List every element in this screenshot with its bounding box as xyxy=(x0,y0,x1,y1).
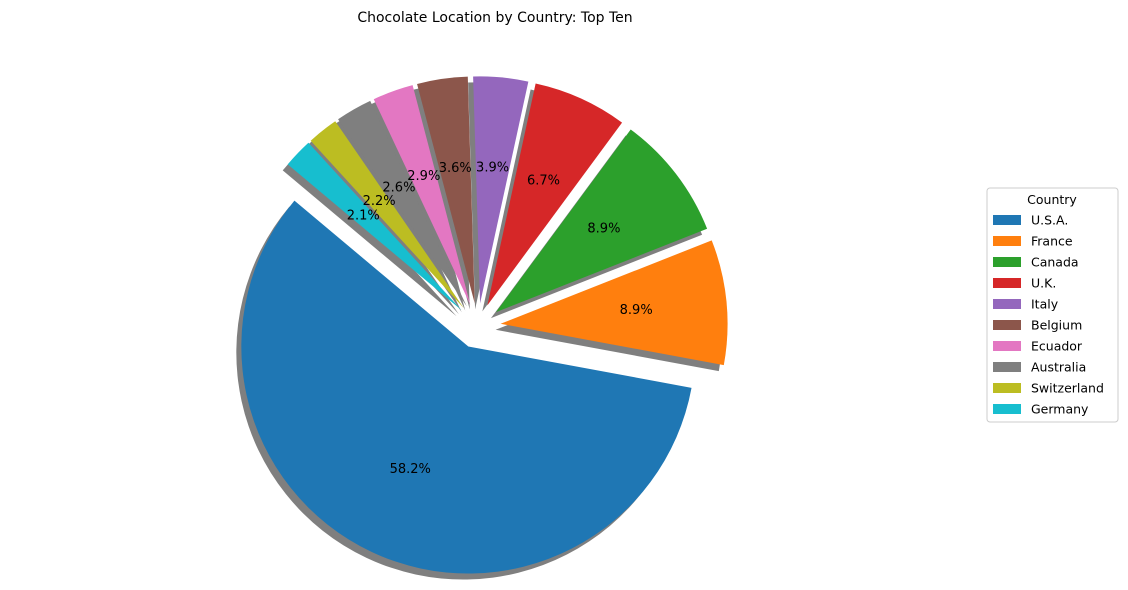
legend-label-ecuador: Ecuador xyxy=(1031,339,1083,354)
percent-label-belgium: 3.6% xyxy=(439,161,472,176)
legend-title: Country xyxy=(1027,192,1077,207)
percent-label-u-s-a: 58.2% xyxy=(390,462,431,477)
chart-title: Chocolate Location by Country: Top Ten xyxy=(357,10,632,26)
percent-label-france: 8.9% xyxy=(620,303,653,318)
legend-swatch-italy xyxy=(993,299,1021,309)
slice-germany xyxy=(287,142,462,311)
legend-label-germany: Germany xyxy=(1031,402,1089,417)
percent-label-ecuador: 2.9% xyxy=(407,169,440,184)
pie-slices xyxy=(241,76,728,574)
legend-swatch-canada xyxy=(993,257,1021,267)
slice-switzerland xyxy=(310,121,464,309)
percent-label-germany: 2.1% xyxy=(347,209,380,224)
percent-label-switzerland: 2.2% xyxy=(363,194,396,209)
slice-u-s-a xyxy=(241,200,692,574)
slice-belgium xyxy=(417,76,475,304)
legend-swatch-u-k xyxy=(993,278,1021,288)
legend-swatch-france xyxy=(993,236,1021,246)
legend-label-canada: Canada xyxy=(1031,255,1079,270)
legend-swatch-u-s-a xyxy=(993,215,1021,225)
legend-swatch-australia xyxy=(993,362,1021,372)
legend-swatch-switzerland xyxy=(993,383,1021,393)
legend: Country U.S.A. France Canada U.K. Italy Belgi… xyxy=(986,187,1119,423)
legend-swatch-ecuador xyxy=(993,341,1021,351)
percent-label-u-k: 6.7% xyxy=(527,174,560,189)
slice-france xyxy=(500,240,728,366)
slice-u-k xyxy=(487,83,623,306)
slice-australia xyxy=(338,100,467,307)
legend-label-u-s-a: U.S.A. xyxy=(1031,213,1068,228)
slice-percent-labels: 58.2% 8.9% 8.9% 6.7% 3.9% 3.6%2.9%2.6%2.2%2.1… xyxy=(347,160,653,477)
legend-label-australia: Australia xyxy=(1031,360,1086,375)
percent-label-italy: 3.9% xyxy=(476,160,509,175)
legend-swatch-germany xyxy=(993,404,1021,414)
legend-label-switzerland: Switzerland xyxy=(1031,381,1104,396)
slice-ecuador xyxy=(373,85,471,305)
percent-label-australia: 2.6% xyxy=(382,181,415,196)
legend-label-france: France xyxy=(1031,234,1073,249)
slice-canada xyxy=(495,129,708,313)
legend-label-italy: Italy xyxy=(1031,297,1059,312)
legend-label-u-k: U.K. xyxy=(1031,276,1056,291)
percent-label-canada: 8.9% xyxy=(587,222,620,237)
slice-italy xyxy=(473,76,529,304)
legend-label-belgium: Belgium xyxy=(1031,318,1082,333)
legend-swatch-belgium xyxy=(993,320,1021,330)
